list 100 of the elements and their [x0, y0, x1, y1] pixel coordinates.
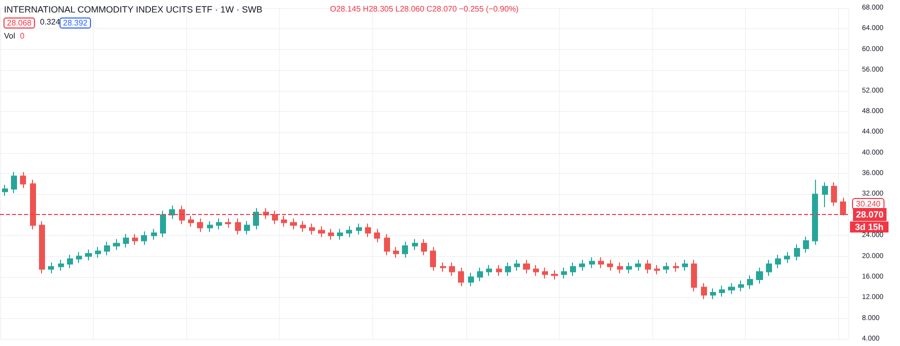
candlestick	[197, 218, 203, 232]
candlestick	[30, 179, 36, 230]
annotation: O28.145 H28.305 L28.060 C28.070 −0.255 (−0.90%)	[330, 4, 519, 14]
candlestick	[225, 218, 231, 228]
candlestick	[738, 280, 744, 292]
text: 3d 15h	[855, 222, 884, 232]
candlestick	[617, 262, 623, 274]
candlestick	[654, 264, 660, 275]
candlestick	[160, 210, 166, 238]
candlestick	[374, 228, 380, 243]
candlestick	[123, 234, 129, 248]
annotation: Vol	[4, 32, 16, 40]
candlestick	[784, 252, 790, 264]
candlestick	[766, 259, 772, 276]
candlestick	[393, 246, 399, 258]
candlestick	[188, 215, 194, 228]
candlestick	[505, 262, 511, 276]
candlestick	[486, 264, 492, 276]
candlestick	[290, 218, 297, 230]
candlestick	[691, 259, 697, 292]
candlestick	[523, 259, 530, 274]
candlestick	[113, 238, 120, 251]
candlestick	[11, 171, 17, 194]
candlestick	[756, 267, 763, 284]
candlestick	[300, 220, 306, 232]
candlestick	[48, 262, 54, 274]
candlestick	[318, 226, 325, 238]
candlestick	[384, 234, 390, 256]
candlestick	[514, 259, 520, 272]
candlestick	[449, 262, 455, 276]
candlestick	[794, 244, 800, 261]
candlestick	[840, 197, 846, 216]
ref-line-label: 28.070	[856, 210, 884, 220]
candlestick	[328, 228, 334, 240]
candlestick	[747, 274, 753, 290]
candlestick	[402, 241, 408, 258]
candlestick	[701, 282, 707, 300]
candlestick	[179, 205, 185, 225]
candlestick	[272, 210, 278, 225]
candlestick	[244, 220, 250, 236]
candlestick	[775, 254, 781, 269]
candlestick	[95, 246, 101, 258]
annotation: 28.392	[63, 18, 88, 28]
candlestick	[533, 264, 539, 276]
candlestick	[253, 208, 259, 230]
candlestick	[803, 236, 809, 254]
candlestick	[663, 262, 669, 274]
annotation: 28.068	[7, 18, 32, 28]
candlestick	[822, 182, 828, 208]
candlestick	[440, 262, 446, 272]
candlestick	[673, 262, 679, 272]
candlestick	[216, 218, 222, 230]
chart-title: INTERNATIONAL COMMODITY INDEX UCITS ETF · 1W · SWB	[4, 4, 262, 14]
candlestick	[151, 228, 157, 240]
candlestick	[710, 288, 716, 300]
candlestick	[812, 179, 818, 246]
candlestick	[645, 259, 651, 274]
candlestick	[39, 220, 45, 274]
candlestick	[141, 230, 147, 246]
candlestick	[496, 264, 502, 276]
candlestick	[719, 285, 725, 298]
candlestick	[412, 238, 418, 251]
candlestick	[207, 220, 213, 232]
annotation: 0	[20, 32, 25, 40]
candlestick	[598, 256, 604, 269]
candlestick	[365, 223, 371, 238]
candlestick	[430, 246, 436, 272]
candlestick	[58, 259, 64, 272]
candlestick	[682, 259, 688, 272]
candlestick	[542, 267, 548, 279]
text: 30.240	[856, 200, 882, 208]
candlestick	[169, 205, 175, 220]
candlestick	[579, 259, 585, 272]
candlestick	[346, 226, 352, 238]
candlestick	[67, 254, 73, 269]
candlestick	[132, 234, 138, 246]
candlestick	[2, 184, 8, 196]
candlestick	[551, 270, 558, 280]
candlestick	[468, 272, 474, 287]
candlestick	[570, 262, 576, 276]
candlestick	[356, 223, 362, 236]
candlestick	[309, 223, 315, 236]
candlestick	[337, 228, 343, 240]
candlestick	[728, 282, 735, 295]
candlestick	[281, 215, 287, 228]
candlestick	[458, 267, 464, 287]
candlestick	[626, 262, 632, 274]
candlestick	[635, 259, 641, 272]
candlestick	[85, 249, 92, 261]
annotation: 0.324	[40, 18, 61, 26]
candlestick	[831, 182, 837, 207]
candlestick	[561, 267, 567, 279]
candlestick	[235, 218, 241, 236]
candlestick	[607, 259, 613, 272]
candlestick	[76, 252, 82, 264]
candlestick	[104, 241, 110, 256]
candlestick	[589, 256, 595, 269]
candlestick	[477, 267, 483, 282]
candlestick	[421, 238, 427, 256]
candlestick	[20, 171, 26, 188]
